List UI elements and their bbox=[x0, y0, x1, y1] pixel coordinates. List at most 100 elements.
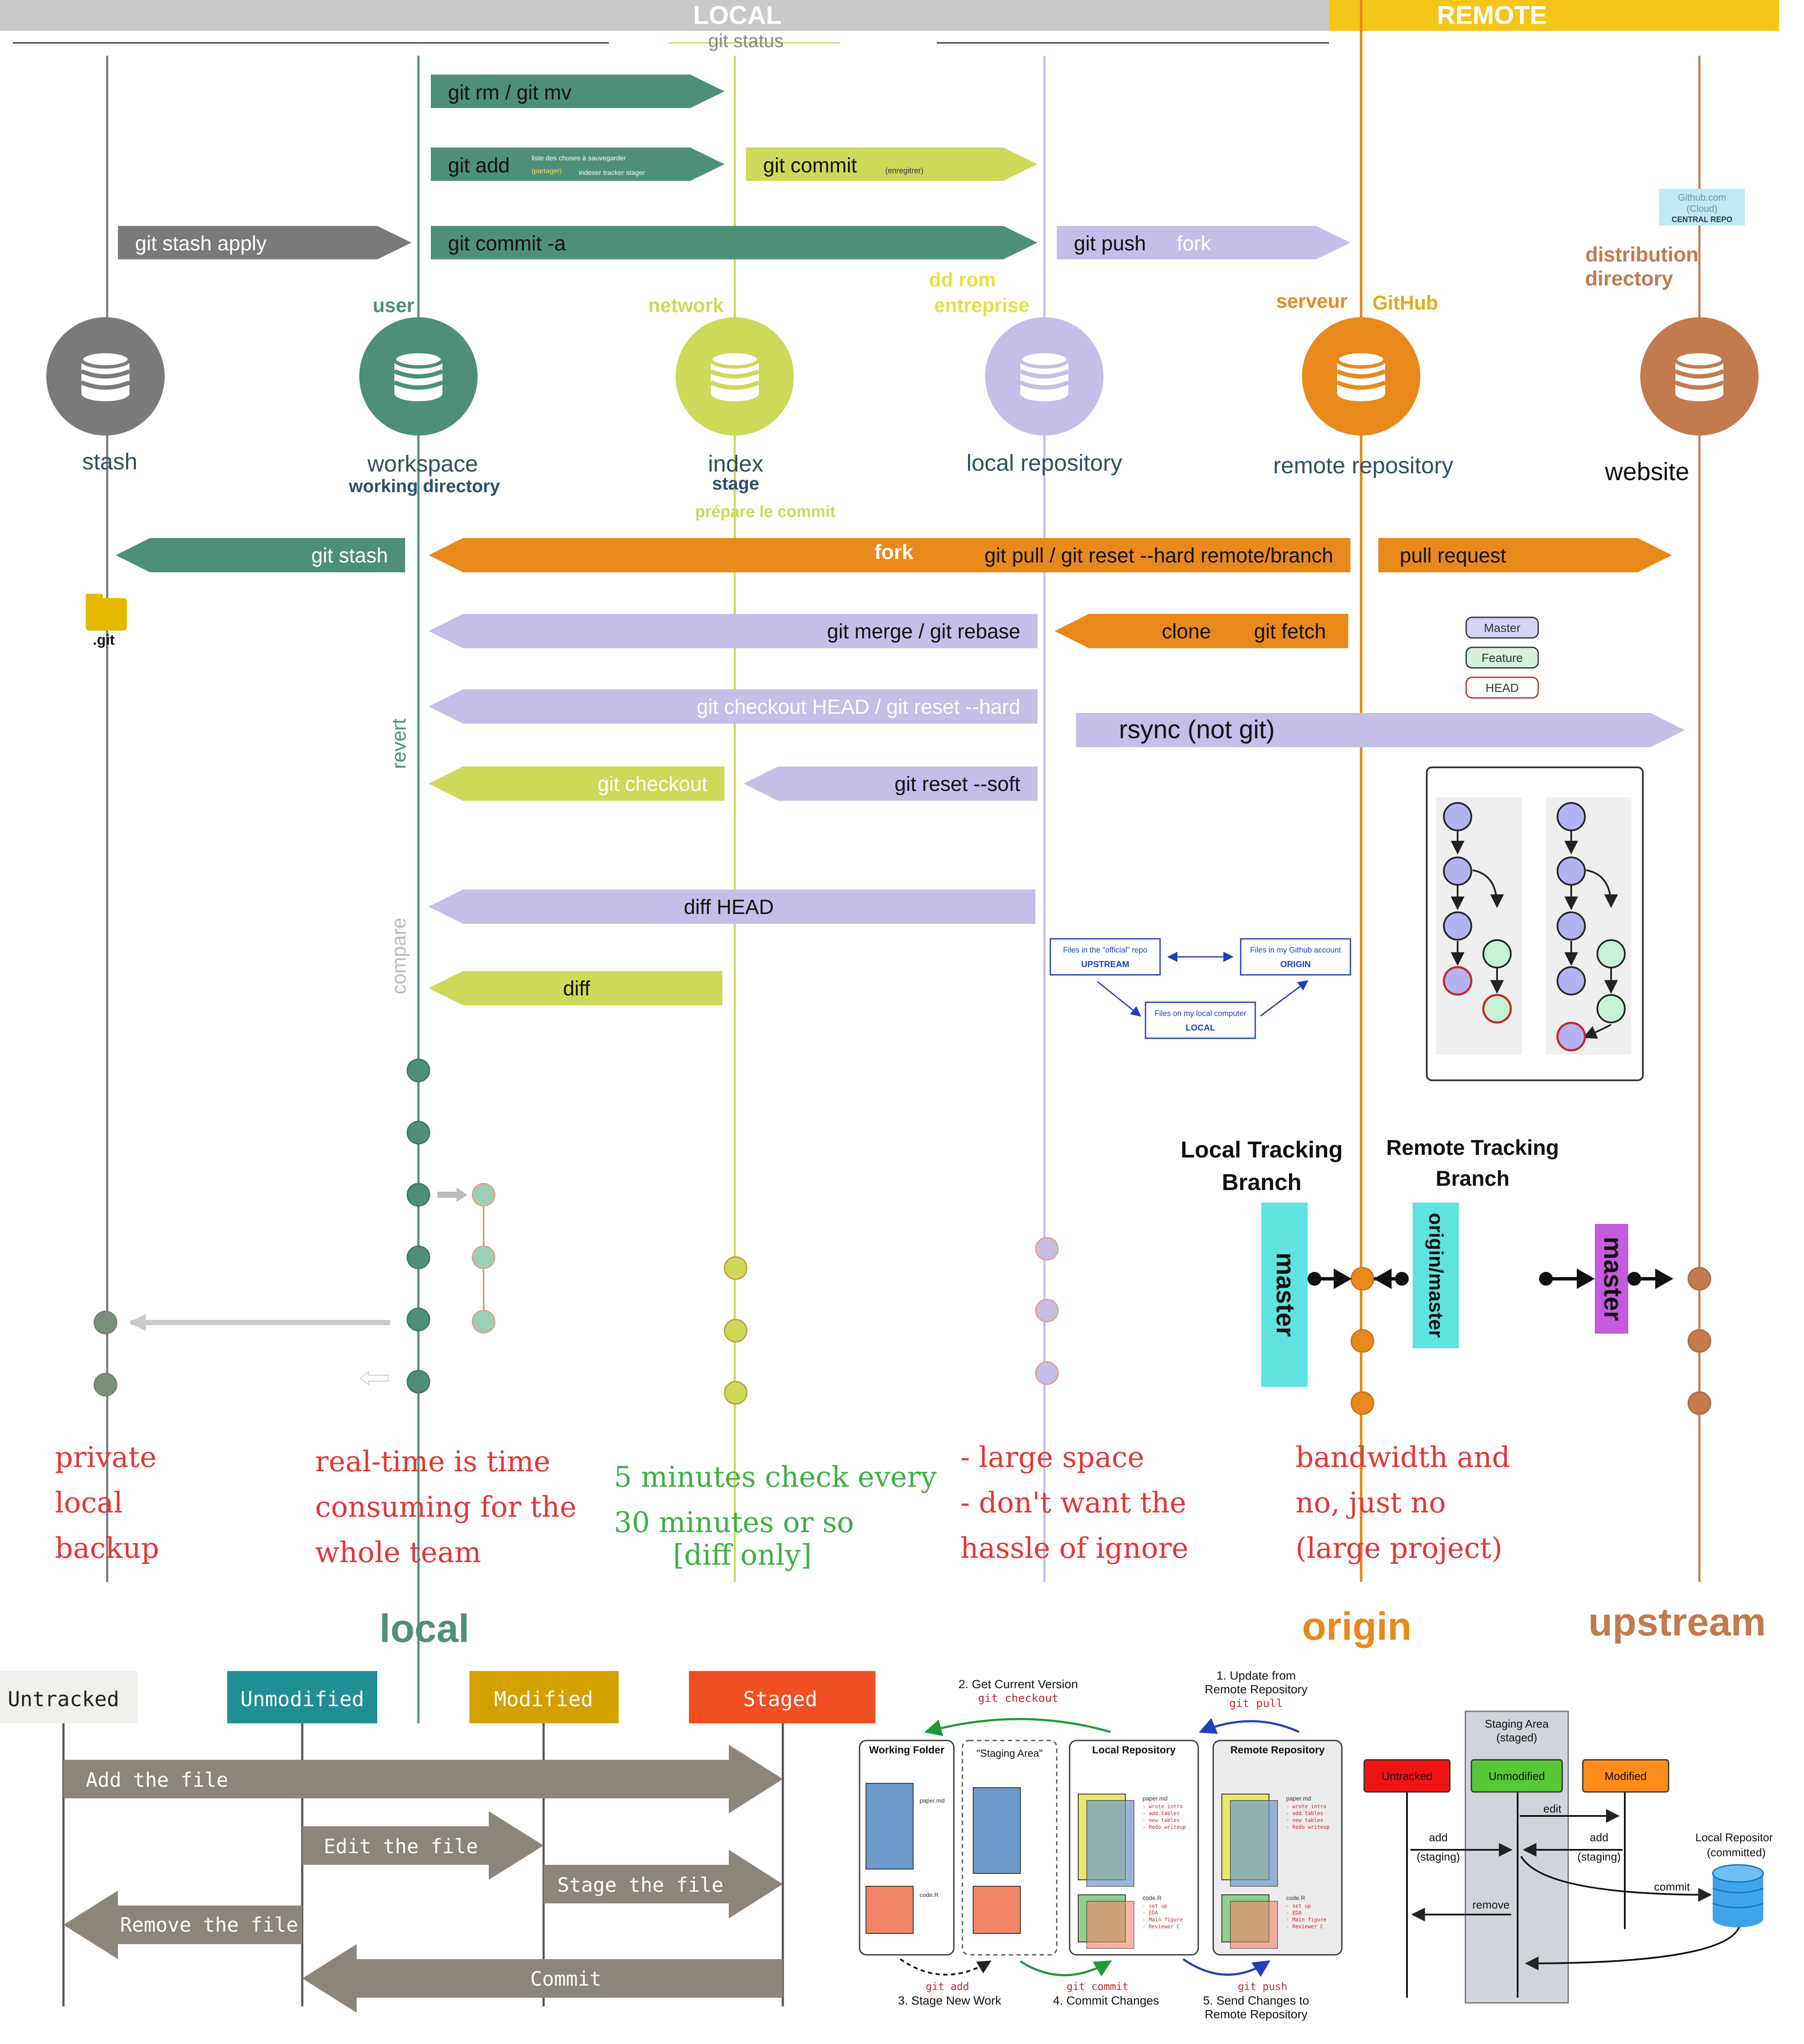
upstream-section-label: upstream bbox=[1588, 1600, 1766, 1644]
svg-text:[diff only]: [diff only] bbox=[673, 1539, 812, 1572]
git-commit-a-arrow bbox=[431, 226, 1037, 259]
git-push-arrow bbox=[1057, 226, 1350, 259]
git-add-arrow bbox=[431, 147, 725, 181]
svg-text:(staged): (staged) bbox=[1496, 1731, 1537, 1744]
local-repo-notes: - large space - don't want the hassle of… bbox=[960, 1441, 1188, 1565]
remote-header-bar bbox=[1329, 0, 1779, 31]
git-checkout-label: git checkout bbox=[598, 773, 707, 796]
remote-header: REMOTE bbox=[1437, 1, 1547, 30]
svg-text:Local Repository: Local Repository bbox=[1092, 1744, 1176, 1756]
svg-text:- wrote intro: - wrote intro bbox=[1286, 1804, 1326, 1810]
workspace-label: workspace bbox=[367, 451, 478, 477]
svg-text:HEAD: HEAD bbox=[1485, 681, 1519, 694]
git-merge-rebase-arrow bbox=[429, 614, 1037, 648]
svg-text:remove: remove bbox=[1473, 1898, 1510, 1911]
pull-request-label: pull request bbox=[1400, 544, 1506, 567]
origin-section-label: origin bbox=[1302, 1605, 1412, 1648]
ddrom-label: dd rom bbox=[929, 268, 996, 291]
git-folder-icon bbox=[86, 598, 127, 631]
remote-tracking-title-2: Branch bbox=[1436, 1166, 1509, 1190]
arrow-edit-file: Edit the file bbox=[324, 1835, 478, 1858]
svg-text:Files on my local computer: Files on my local computer bbox=[1155, 1009, 1246, 1018]
svg-text:5. Send Changes to: 5. Send Changes to bbox=[1203, 1994, 1309, 2007]
local-header: LOCAL bbox=[693, 1, 782, 30]
fork-left-label: fork bbox=[875, 541, 914, 564]
clone-fetch-arrow bbox=[1055, 614, 1348, 648]
git-stash-label: git stash bbox=[311, 544, 388, 567]
git-rm-mv-label: git rm / git mv bbox=[448, 81, 571, 104]
svg-text:Working Folder: Working Folder bbox=[869, 1744, 944, 1756]
upstream-commits bbox=[1687, 1267, 1711, 1415]
svg-text:- new tables: - new tables bbox=[1286, 1817, 1323, 1823]
origin-master-label: origin/master bbox=[1425, 1213, 1447, 1338]
staging-area-diagram: Staging Area (staged) Untracked Unmodifi… bbox=[1363, 1710, 1773, 2004]
serveur-label: serveur bbox=[1276, 290, 1347, 312]
git-merge-rebase-label: git merge / git rebase bbox=[827, 620, 1020, 643]
svg-text:- add tables: - add tables bbox=[1143, 1810, 1180, 1816]
svg-text:(staging): (staging) bbox=[1416, 1850, 1460, 1863]
pull-request-arrow bbox=[1378, 538, 1672, 572]
git-workflow-diagram: 2. Get Current Version git checkout 1. U… bbox=[859, 1669, 1343, 2021]
diff-label: diff bbox=[563, 977, 590, 1000]
svg-text:Master: Master bbox=[1484, 621, 1521, 634]
network-label: network bbox=[648, 294, 724, 316]
upstream-master-tag bbox=[1595, 1224, 1628, 1334]
stage-label: stage bbox=[712, 473, 759, 493]
svg-text:(large project): (large project) bbox=[1296, 1532, 1502, 1565]
branch-commits bbox=[472, 1183, 496, 1334]
svg-text:add: add bbox=[1429, 1831, 1447, 1844]
git-pull-reset-label: git pull / git reset --hard remote/branc… bbox=[984, 544, 1333, 567]
website-label: website bbox=[1605, 458, 1690, 486]
master-branch-label: master bbox=[1271, 1253, 1300, 1337]
workspace-notes: real-time is time consuming for the whol… bbox=[315, 1445, 577, 1569]
git-folder-label: .git bbox=[93, 632, 115, 648]
user-label: user bbox=[373, 294, 414, 316]
git-fetch-label: git fetch bbox=[1254, 620, 1326, 643]
svg-text:code.R: code.R bbox=[1143, 1894, 1161, 1901]
file-lifecycle-diagram: Untracked Unmodified Modified Staged Add… bbox=[0, 1671, 875, 2013]
state-untracked: Untracked bbox=[8, 1687, 119, 1711]
index-database-icon bbox=[676, 317, 794, 436]
svg-text:- EDA: - EDA bbox=[1286, 1910, 1302, 1916]
github-cloud-badge bbox=[1659, 189, 1745, 225]
svg-text:real-time is time: real-time is time bbox=[315, 1445, 550, 1478]
svg-text:Github.com: Github.com bbox=[1678, 192, 1726, 203]
svg-text:ORIGIN: ORIGIN bbox=[1280, 960, 1311, 969]
local-repo-commits bbox=[1035, 1237, 1059, 1385]
svg-text:no, just no: no, just no bbox=[1296, 1486, 1446, 1519]
svg-text:- EDA: - EDA bbox=[1143, 1910, 1158, 1916]
svg-text:git checkout: git checkout bbox=[978, 1692, 1058, 1705]
svg-text:- Reviewer C: - Reviewer C bbox=[1143, 1924, 1180, 1930]
svg-text:(Cloud): (Cloud) bbox=[1687, 203, 1717, 214]
svg-text:1. Update from: 1. Update from bbox=[1216, 1669, 1296, 1682]
arrow-stage-file: Stage the file bbox=[557, 1873, 724, 1897]
git-pull-reset-arrow bbox=[429, 538, 1350, 572]
svg-text:Remote Repository: Remote Repository bbox=[1205, 2008, 1308, 2021]
svg-text:git commit: git commit bbox=[1067, 1981, 1129, 1993]
svg-text:Remote Repository: Remote Repository bbox=[1205, 1683, 1308, 1696]
upstream-master-label: master bbox=[1599, 1237, 1627, 1321]
svg-text:Staging Area: Staging Area bbox=[1485, 1717, 1549, 1730]
svg-text:CENTRAL REPO: CENTRAL REPO bbox=[1672, 215, 1732, 224]
svg-text:3. Stage New Work: 3. Stage New Work bbox=[898, 1994, 1002, 2007]
git-commit-arrow bbox=[746, 147, 1037, 181]
svg-text:local: local bbox=[55, 1486, 123, 1519]
svg-text:30 minutes or so: 30 minutes or so bbox=[614, 1506, 854, 1539]
svg-text:git add: git add bbox=[926, 1981, 969, 1993]
svg-text:edit: edit bbox=[1543, 1802, 1562, 1815]
svg-text:add: add bbox=[1590, 1831, 1608, 1844]
commit-graph-panel bbox=[1426, 766, 1644, 1081]
upstream-origin-local-diagram: Files in the "official" repo UPSTREAM Fi… bbox=[1049, 938, 1351, 1039]
local-section-label: local bbox=[379, 1607, 469, 1650]
svg-text:(committed): (committed) bbox=[1707, 1846, 1765, 1859]
svg-text:Feature: Feature bbox=[1482, 651, 1523, 664]
svg-text:- set up: - set up bbox=[1143, 1903, 1167, 1909]
svg-text:- wrote intro: - wrote intro bbox=[1143, 1804, 1183, 1810]
directory-label: directory bbox=[1585, 268, 1673, 290]
github-label: GitHub bbox=[1372, 292, 1438, 314]
svg-text:Local Repositor: Local Repositor bbox=[1696, 1831, 1773, 1844]
rsync-arrow bbox=[1076, 713, 1685, 747]
branch-legend: Master Feature HEAD bbox=[1465, 616, 1539, 699]
